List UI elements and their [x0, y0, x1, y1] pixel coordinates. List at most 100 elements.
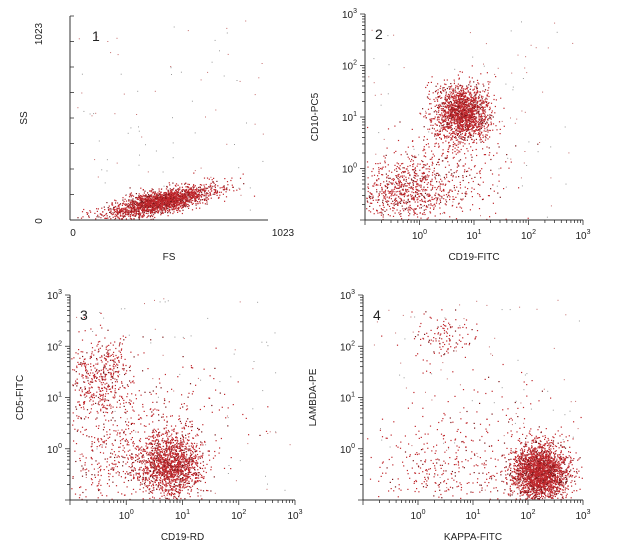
data-point	[449, 114, 451, 116]
data-point	[421, 179, 423, 182]
data-point	[128, 207, 130, 209]
data-point	[423, 195, 425, 197]
data-point	[463, 88, 465, 90]
data-point	[414, 177, 416, 179]
data-point	[117, 54, 119, 56]
data-point	[462, 109, 464, 111]
data-point	[448, 105, 450, 107]
data-point	[454, 98, 456, 100]
data-point	[157, 198, 159, 200]
data-point	[443, 120, 445, 122]
data-point	[454, 115, 456, 117]
data-point	[152, 199, 155, 201]
data-point	[182, 194, 184, 196]
data-point	[471, 115, 473, 117]
data-point	[437, 134, 439, 136]
data-point	[144, 199, 146, 201]
data-point	[452, 111, 454, 113]
data-point	[136, 207, 138, 210]
data-point	[154, 208, 156, 210]
data-point	[185, 201, 187, 203]
data-point	[155, 211, 157, 213]
data-point	[196, 194, 198, 196]
data-point	[172, 194, 174, 196]
data-point	[193, 195, 195, 197]
data-point	[445, 194, 448, 196]
data-point	[164, 192, 166, 194]
data-point	[479, 119, 481, 121]
data-point	[123, 203, 125, 205]
data-point	[174, 203, 176, 205]
data-point	[162, 211, 164, 213]
data-point	[473, 98, 475, 100]
scatter-points	[366, 21, 574, 221]
data-point	[411, 154, 413, 157]
data-point	[450, 110, 452, 112]
data-point	[122, 203, 124, 205]
data-point	[399, 121, 401, 123]
data-point	[464, 163, 466, 165]
data-point	[443, 194, 445, 196]
data-point	[145, 203, 147, 205]
data-point	[159, 196, 161, 198]
data-point	[407, 172, 409, 174]
data-point	[125, 203, 127, 205]
data-point	[368, 196, 371, 199]
data-point	[158, 200, 161, 202]
data-point	[397, 174, 399, 176]
data-point	[420, 217, 422, 219]
data-point	[445, 129, 447, 131]
data-point	[153, 197, 155, 199]
data-point	[484, 154, 487, 156]
data-point	[133, 209, 136, 211]
data-point	[226, 143, 228, 145]
data-point	[479, 172, 481, 175]
data-point	[116, 37, 118, 39]
data-point	[168, 195, 170, 198]
data-point	[457, 123, 459, 125]
data-point	[375, 199, 377, 201]
data-point	[455, 110, 457, 112]
data-point	[463, 106, 465, 109]
data-point	[199, 184, 201, 186]
data-point	[411, 128, 413, 130]
data-point	[151, 210, 153, 212]
data-point	[140, 212, 142, 214]
data-point	[472, 130, 474, 132]
data-point	[367, 201, 369, 203]
data-point	[140, 207, 142, 209]
data-point	[465, 175, 468, 177]
data-point	[423, 139, 425, 141]
data-point	[151, 194, 153, 196]
data-point	[484, 128, 486, 130]
data-point	[500, 167, 502, 169]
data-point	[172, 212, 174, 215]
data-point	[457, 126, 459, 128]
data-point	[379, 167, 382, 170]
data-point	[225, 196, 228, 198]
data-point	[81, 211, 84, 213]
data-point	[441, 114, 444, 116]
data-point	[398, 167, 400, 169]
data-point	[179, 192, 181, 194]
data-point	[428, 165, 430, 168]
data-point	[458, 118, 460, 121]
data-point	[408, 194, 410, 196]
data-point	[469, 174, 471, 176]
data-point	[397, 178, 399, 180]
data-point	[450, 121, 452, 123]
data-point	[397, 184, 399, 186]
data-point	[163, 199, 165, 201]
data-point	[479, 195, 481, 198]
data-point	[115, 205, 117, 208]
data-point	[97, 214, 99, 216]
data-point	[472, 89, 474, 91]
data-point	[444, 119, 446, 121]
data-point	[370, 193, 372, 195]
data-point	[435, 189, 438, 191]
data-point	[439, 207, 441, 209]
data-point	[452, 110, 454, 112]
data-point	[429, 113, 431, 115]
data-point	[151, 199, 153, 201]
data-point	[170, 197, 172, 199]
